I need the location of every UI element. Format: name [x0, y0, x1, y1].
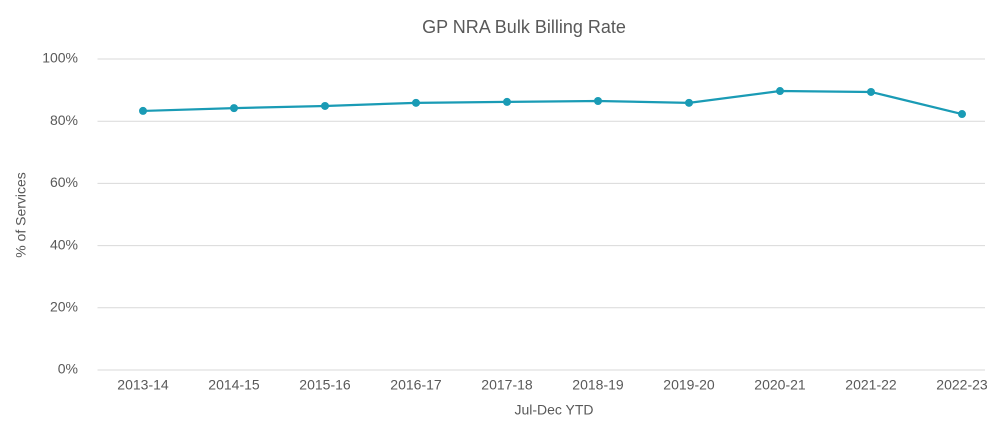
- chart-title: GP NRA Bulk Billing Rate: [422, 17, 626, 37]
- y-tick-label: 80%: [50, 112, 78, 128]
- data-point: [139, 106, 147, 115]
- x-tick-label: 2022-23: [936, 377, 988, 393]
- data-line: [142, 89, 963, 116]
- data-point: [776, 87, 784, 96]
- data-point: [412, 98, 420, 107]
- y-tick-label: 60%: [50, 174, 78, 190]
- data-point: [503, 97, 511, 106]
- y-tick-label: 40%: [50, 236, 78, 252]
- y-tick-label: 100%: [42, 50, 78, 66]
- x-tick-label: 2014-15: [208, 377, 260, 393]
- data-point: [594, 96, 602, 105]
- y-axis-label: % of Services: [13, 172, 29, 258]
- x-axis-label: Jul-Dec YTD: [514, 402, 593, 418]
- data-point: [321, 101, 329, 110]
- data-point: [230, 104, 238, 113]
- data-point: [685, 98, 693, 107]
- data-point: [867, 87, 875, 96]
- x-tick-label: 2020-21: [754, 377, 806, 393]
- x-tick-label: 2021-22: [845, 377, 897, 393]
- x-tick-label: 2015-16: [299, 377, 351, 393]
- x-tick-label: 2019-20: [663, 377, 715, 393]
- x-tick-label: 2013-14: [117, 377, 169, 393]
- x-tick-label: 2017-18: [481, 377, 533, 393]
- x-tick-label: 2018-19: [572, 377, 624, 393]
- y-tick-label: 0%: [58, 361, 78, 377]
- x-tick-label: 2016-17: [390, 377, 442, 393]
- data-point: [958, 110, 966, 119]
- y-tick-label: 20%: [50, 299, 78, 315]
